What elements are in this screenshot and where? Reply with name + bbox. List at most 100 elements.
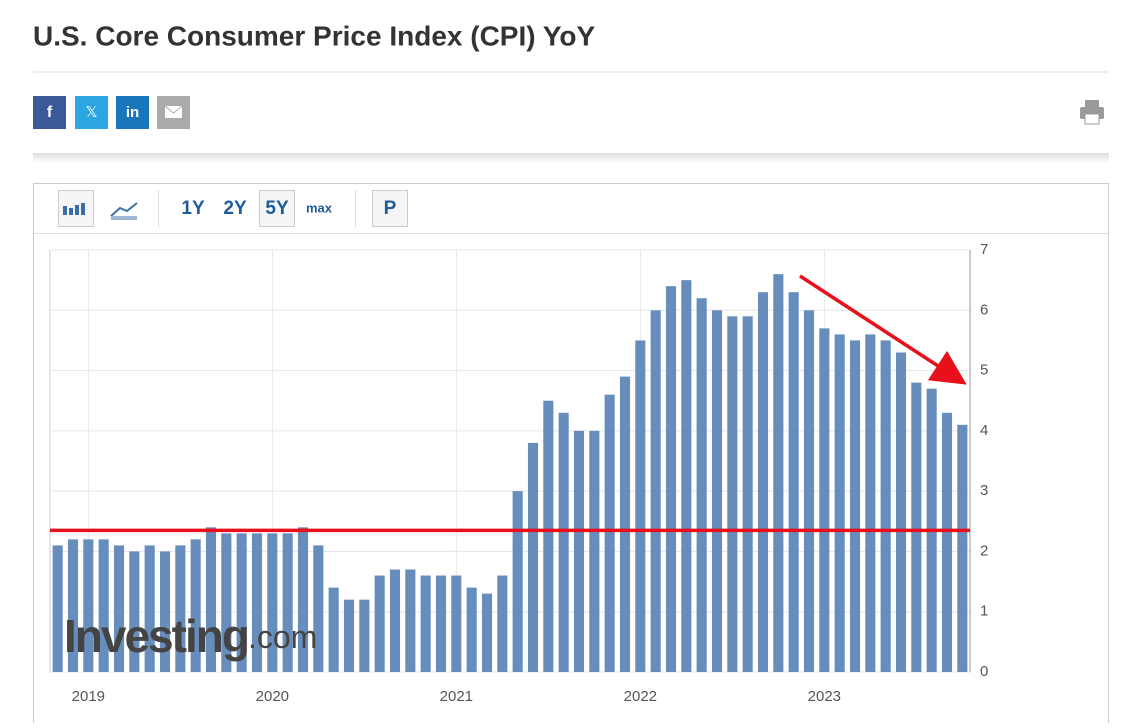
bar <box>650 310 661 672</box>
bar <box>880 340 891 672</box>
bar <box>589 430 600 672</box>
bar <box>681 280 692 672</box>
bar <box>696 298 707 672</box>
bar <box>98 539 109 672</box>
bar <box>144 545 155 672</box>
x-tick-label: 2022 <box>624 688 657 705</box>
plot: 0 1 2 3 4 5 6 7 2019 2020 2021 2022 2023 Investing.co… <box>49 241 988 705</box>
share-linkedin[interactable] <box>116 96 149 129</box>
bar <box>512 491 523 672</box>
bar <box>313 545 324 672</box>
bar <box>282 533 293 672</box>
bar <box>175 545 186 672</box>
bar <box>742 316 753 672</box>
bar <box>711 310 723 672</box>
y-tick-label: 5 <box>980 362 988 379</box>
share-label: f <box>47 104 53 121</box>
chart-box <box>33 183 1109 728</box>
bar <box>849 340 861 672</box>
bar <box>865 334 876 672</box>
bar <box>466 587 477 672</box>
bar <box>251 533 263 672</box>
x-tick-label: 2023 <box>808 688 841 705</box>
bar <box>389 569 401 672</box>
p-button-box <box>372 190 408 227</box>
bar <box>52 545 63 672</box>
range-button[interactable]: 1Y <box>181 198 205 219</box>
bar <box>619 376 631 672</box>
bar <box>236 533 247 672</box>
range-button[interactable]: 2Y <box>223 198 247 219</box>
bar <box>221 533 232 672</box>
bar <box>819 328 830 672</box>
bar <box>129 551 140 672</box>
bar <box>359 599 370 672</box>
bar <box>374 575 385 672</box>
bar <box>957 424 968 672</box>
x-tick-label: 2019 <box>72 688 105 705</box>
plot-area <box>49 249 971 673</box>
bar <box>803 310 815 672</box>
bar <box>297 527 309 672</box>
bar <box>435 575 447 672</box>
share-label: 𝕏 <box>85 104 97 121</box>
range-active <box>259 190 295 227</box>
bar <box>895 352 907 672</box>
y-tick-label: 1 <box>980 603 988 620</box>
bar <box>543 400 554 672</box>
y-tick-label: 3 <box>980 482 988 499</box>
bar <box>788 292 799 672</box>
bar <box>497 575 508 672</box>
email-icon <box>164 105 183 114</box>
bar <box>328 587 339 672</box>
bar <box>405 569 416 672</box>
page-title: U.S. Core Consumer Price Index (CPI) YoY <box>33 20 596 51</box>
y-tick-label: 4 <box>980 422 988 439</box>
bar <box>558 412 569 672</box>
x-tick-label: 2020 <box>256 688 289 705</box>
bar <box>67 539 79 672</box>
bar <box>343 599 355 672</box>
y-tick-label: 7 <box>980 241 988 258</box>
bar <box>665 286 677 672</box>
bar <box>773 274 784 672</box>
bar <box>911 382 922 672</box>
bar <box>573 430 585 672</box>
shadow <box>33 153 1109 163</box>
bar <box>834 334 845 672</box>
watermark: Investing.com <box>64 610 317 662</box>
x-tick-label: 2021 <box>440 688 473 705</box>
bar <box>481 593 493 672</box>
bar <box>451 575 462 672</box>
bar-icon <box>63 203 85 215</box>
trend-arrow <box>799 274 967 385</box>
bar <box>635 340 646 672</box>
bar <box>83 539 94 672</box>
share-x[interactable] <box>75 96 108 129</box>
y-tick-label: 0 <box>980 663 988 680</box>
bar <box>941 412 953 672</box>
range-button[interactable]: max <box>306 200 333 215</box>
bar <box>420 575 431 672</box>
y-tick-label: 6 <box>980 301 988 318</box>
bar <box>190 539 201 672</box>
print-button[interactable] <box>1080 100 1104 125</box>
bar <box>604 394 615 672</box>
bar <box>527 442 539 672</box>
bar <box>267 533 278 672</box>
share-label: in <box>126 104 139 121</box>
bar <box>113 545 125 672</box>
range-button[interactable]: 5Y <box>265 198 289 219</box>
share-facebook[interactable] <box>33 96 66 129</box>
y-tick-label: 2 <box>980 542 988 559</box>
bar <box>205 527 217 672</box>
bar <box>757 292 769 672</box>
watermark-suffix: .com <box>248 619 317 655</box>
bar <box>159 551 171 672</box>
p-button[interactable]: P <box>384 198 397 219</box>
bar <box>727 316 738 672</box>
watermark-brand: Investing <box>64 610 248 662</box>
line-chart-toggle[interactable] <box>110 202 138 220</box>
